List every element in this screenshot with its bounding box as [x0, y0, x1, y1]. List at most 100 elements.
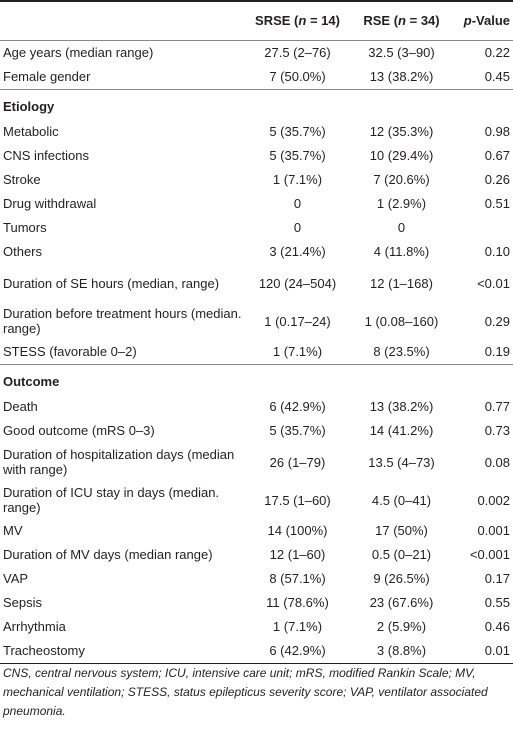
section-heading-row: Outcome	[0, 364, 513, 396]
cell-srse: 0	[293, 196, 302, 211]
cell-p: <0.001	[469, 547, 510, 562]
table-row: Arrhythmia 1 (7.1%) 2 (5.9%) 0.46	[0, 615, 513, 639]
cell-srse: 3 (21.4%)	[269, 244, 326, 259]
cell-rse: 4 (11.8%)	[373, 244, 430, 259]
table-row: Duration before treatment hours (median.…	[0, 302, 513, 340]
table-row: Others 3 (21.4%) 4 (11.8%) 0.10	[0, 240, 513, 264]
cell-p: 0.22	[484, 45, 510, 60]
row-label: Sepsis	[3, 595, 43, 610]
table-row: Death 6 (42.9%) 13 (38.2%) 0.77	[0, 395, 513, 419]
cell-p: 0.46	[484, 619, 510, 634]
table-row: CNS infections 5 (35.7%) 10 (29.4%) 0.67	[0, 144, 513, 168]
table-row: STESS (favorable 0–2) 1 (7.1%) 8 (23.5%)…	[0, 340, 513, 365]
data-table: SRSE (n = 14) RSE (n = 34) p-Value Age y…	[0, 1, 513, 664]
cell-srse: 1 (7.1%)	[272, 344, 323, 359]
cell-rse: 8 (23.5%)	[373, 344, 430, 359]
cell-rse: 1 (0.08–160)	[364, 313, 439, 329]
cell-rse: 0.5 (0–21)	[371, 547, 432, 562]
row-label: Metabolic	[3, 124, 59, 139]
cell-p: 0.10	[484, 244, 510, 259]
section-title: Etiology	[3, 99, 55, 114]
table-row: Age years (median range) 27.5 (2–76) 32.…	[0, 41, 513, 66]
cell-srse: 1 (0.17–24)	[264, 313, 331, 329]
cell-p	[455, 216, 513, 240]
cell-rse: 13.5 (4–73)	[368, 454, 435, 470]
cell-srse: 11 (78.6%)	[266, 595, 329, 610]
cell-srse: 5 (35.7%)	[269, 148, 326, 163]
row-label: Death	[3, 399, 38, 414]
cell-p: 0.17	[484, 571, 510, 586]
table-row: Stroke 1 (7.1%) 7 (20.6%) 0.26	[0, 168, 513, 192]
header-srse: SRSE (n = 14)	[255, 13, 340, 28]
table-row: Duration of ICU stay in days (median. ra…	[0, 481, 513, 519]
row-label: Duration of MV days (median range)	[3, 547, 213, 562]
cell-rse: 14 (41.2%)	[369, 423, 434, 438]
row-label: Arrhythmia	[3, 619, 66, 634]
cell-rse: 12 (1–168)	[370, 275, 433, 291]
row-label: Tracheostomy	[3, 643, 85, 658]
cell-srse: 17.5 (1–60)	[264, 492, 331, 508]
header-col1	[0, 1, 247, 41]
cell-rse: 10 (29.4%)	[369, 148, 434, 163]
cell-rse: 1 (2.9%)	[376, 196, 427, 211]
row-label: VAP	[3, 571, 29, 586]
row-label: Age years (median range)	[3, 45, 154, 60]
table-row: Good outcome (mRS 0–3) 5 (35.7%) 14 (41.…	[0, 419, 513, 443]
cell-p: 0.67	[484, 148, 510, 163]
cell-srse: 1 (7.1%)	[272, 619, 323, 634]
cell-p: 0.01	[484, 643, 510, 658]
cell-srse: 14 (100%)	[267, 523, 328, 538]
cell-srse: 1 (7.1%)	[272, 172, 323, 187]
table-row: Drug withdrawal 0 1 (2.9%) 0.51	[0, 192, 513, 216]
row-label: CNS infections	[3, 148, 89, 163]
cell-rse: 0	[397, 220, 406, 235]
cell-rse: 7 (20.6%)	[373, 172, 430, 187]
row-label: Female gender	[3, 69, 91, 84]
cell-srse: 5 (35.7%)	[269, 423, 326, 438]
cell-p: 0.55	[484, 595, 510, 610]
row-label: Drug withdrawal	[3, 196, 97, 211]
cell-srse: 8 (57.1%)	[269, 571, 326, 586]
cell-srse: 6 (42.9%)	[269, 643, 326, 658]
cell-srse: 6 (42.9%)	[269, 399, 326, 414]
table-row: VAP 8 (57.1%) 9 (26.5%) 0.17	[0, 567, 513, 591]
cell-srse: 120 (24–504)	[258, 275, 337, 291]
cell-p: <0.01	[477, 275, 510, 291]
row-label: Good outcome (mRS 0–3)	[3, 423, 155, 438]
row-label: Stroke	[3, 172, 41, 187]
row-label: Others	[3, 244, 43, 259]
row-label: STESS (favorable 0–2)	[3, 344, 137, 359]
cell-rse: 3 (8.8%)	[376, 643, 427, 658]
table-row: Duration of MV days (median range) 12 (1…	[0, 543, 513, 567]
table-row: Duration of hospitalization days (median…	[0, 443, 513, 481]
cell-rse: 9 (26.5%)	[373, 571, 430, 586]
cell-p: 0.26	[484, 172, 510, 187]
cell-p: 0.001	[477, 523, 510, 538]
row-label: Duration of ICU stay in days (median. ra…	[3, 485, 220, 515]
row-label: Duration before treatment hours (median.…	[3, 306, 242, 336]
cell-p: 0.29	[484, 313, 510, 329]
row-label: MV	[3, 523, 23, 538]
cell-rse: 13 (38.2%)	[369, 399, 434, 414]
cell-rse: 2 (5.9%)	[376, 619, 427, 634]
cell-srse: 0	[293, 220, 302, 235]
cell-srse: 12 (1–60)	[269, 547, 326, 562]
cell-p: 0.73	[484, 423, 510, 438]
cell-rse: 32.5 (3–90)	[368, 45, 435, 60]
cell-srse: 27.5 (2–76)	[264, 45, 331, 60]
section-heading-row: Etiology	[0, 89, 513, 121]
cell-p: 0.45	[484, 69, 510, 84]
cell-p: 0.19	[484, 344, 510, 359]
table-row: Duration of SE hours (median, range) 120…	[0, 264, 513, 302]
cell-srse: 26 (1–79)	[269, 454, 326, 470]
cell-srse: 7 (50.0%)	[269, 69, 326, 84]
cell-p: 0.51	[484, 196, 510, 211]
cell-p: 0.08	[484, 454, 510, 470]
row-label: Tumors	[3, 220, 47, 235]
cell-rse: 23 (67.6%)	[369, 595, 434, 610]
header-p-value: p-Value	[463, 13, 510, 28]
cell-p: 0.98	[484, 124, 510, 139]
table-row: MV 14 (100%) 17 (50%) 0.001	[0, 519, 513, 543]
cell-rse: 4.5 (0–41)	[371, 492, 432, 508]
